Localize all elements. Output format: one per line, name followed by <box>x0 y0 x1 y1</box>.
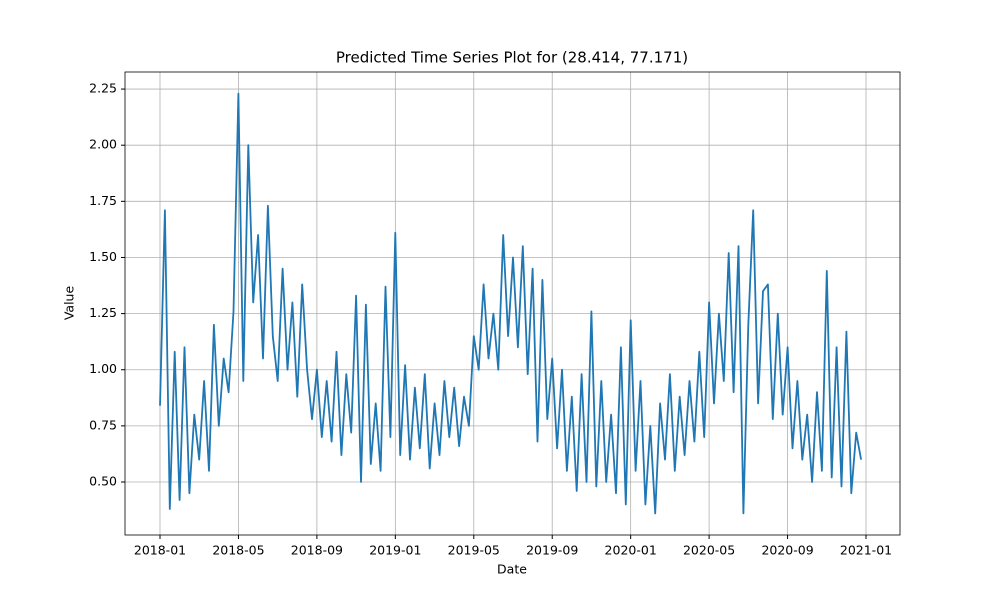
x-axis-label: Date <box>497 562 527 577</box>
y-tick-label: 2.00 <box>89 137 117 152</box>
y-tick-label: 1.50 <box>89 249 117 264</box>
y-tick-label: 1.00 <box>89 361 117 376</box>
x-tick-label: 2018-01 <box>134 543 186 558</box>
y-tick-label: 1.75 <box>89 193 117 208</box>
x-tick-label: 2019-09 <box>526 543 578 558</box>
y-axis-label: Value <box>62 286 77 321</box>
y-tick-label: 0.75 <box>89 417 117 432</box>
x-tick-label: 2018-09 <box>291 543 343 558</box>
chart-title: Predicted Time Series Plot for (28.414, … <box>336 49 688 67</box>
x-tick-label: 2020-05 <box>683 543 735 558</box>
x-tick-label: 2020-01 <box>605 543 657 558</box>
x-tick-label: 2019-01 <box>369 543 421 558</box>
x-tick-label: 2019-05 <box>448 543 500 558</box>
y-tick-label: 1.25 <box>89 305 117 320</box>
y-tick-label: 2.25 <box>89 81 117 96</box>
y-tick-label: 0.50 <box>89 474 117 489</box>
x-tick-label: 2020-09 <box>761 543 813 558</box>
axes-frame <box>124 71 901 536</box>
line-layer <box>159 92 862 515</box>
data-line <box>159 92 862 515</box>
x-tick-label: 2018-05 <box>212 543 264 558</box>
x-tick-label: 2021-01 <box>840 543 892 558</box>
